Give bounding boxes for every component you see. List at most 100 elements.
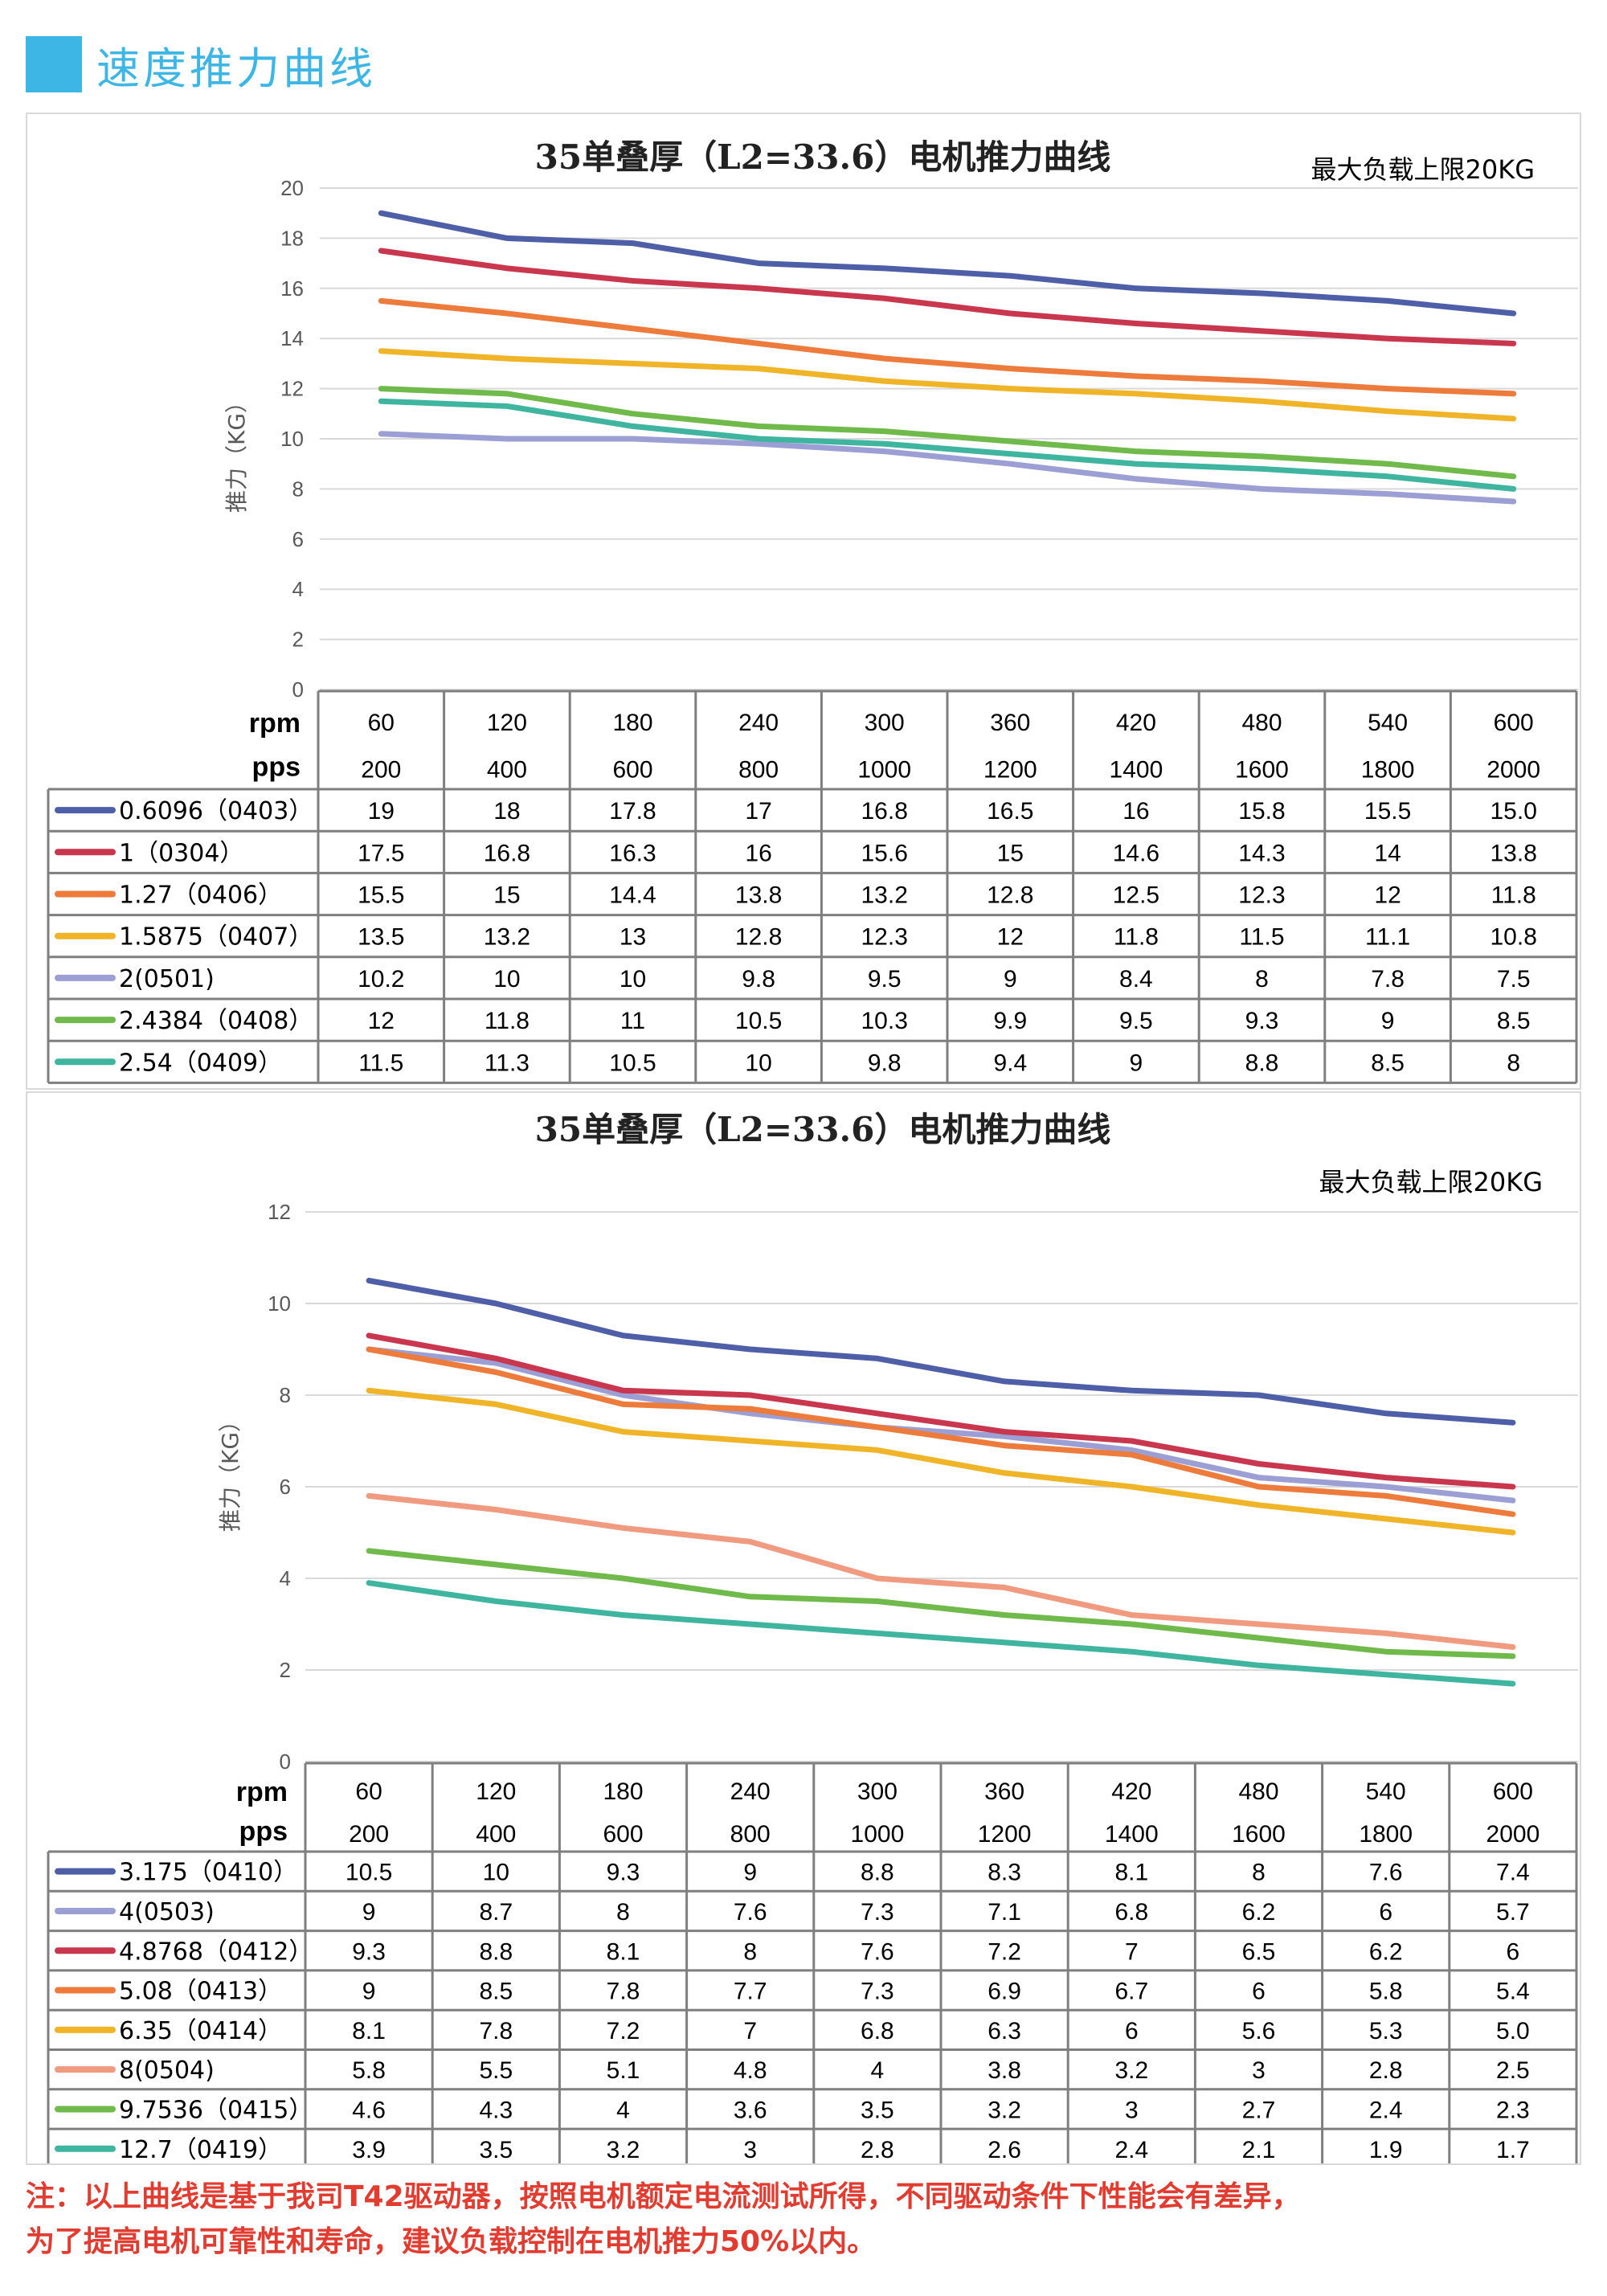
data-label: 8.4 [1119, 966, 1153, 992]
chart-1-svg: 35单叠厚（L2=33.6）电机推力曲线 最大负载上限20KG 0 2 4 6 8 10 12 1… [47, 137, 1578, 1084]
data-label: 12 [368, 1008, 395, 1034]
y-tick-label: 14 [280, 326, 304, 350]
data-label: 5.3 [1369, 2018, 1403, 2044]
x-tick-label-rpm: 420 [1116, 710, 1156, 736]
load-limit-note: 最大负载上限20KG [1311, 154, 1535, 185]
footnote-line-1: 注：以上曲线是基于我司T42驱动器，按照电机额定电流测试所得，不同驱动条件下性能… [26, 2180, 1301, 2213]
y-tick-label: 10 [268, 1291, 291, 1316]
data-label: 16.3 [609, 840, 656, 866]
data-label: 16.8 [484, 840, 530, 866]
data-label: 6.2 [1242, 1899, 1276, 1926]
data-label: 6 [1125, 2018, 1139, 2044]
data-label: 13.2 [484, 924, 530, 951]
x-tick-label-rpm: 240 [730, 1778, 771, 1805]
data-label: 12.8 [987, 882, 1033, 909]
data-label: 15 [997, 840, 1024, 866]
data-label: 6.3 [988, 2018, 1021, 2044]
data-label: 12.3 [861, 924, 908, 951]
data-label: 15.5 [1364, 798, 1411, 825]
data-label: 16.8 [861, 798, 908, 825]
rpm-label: rpm [249, 708, 301, 739]
series-line [366, 1346, 1516, 1504]
data-label: 3 [1252, 2057, 1266, 2084]
series-line [366, 1332, 1516, 1490]
series-line [378, 348, 1517, 422]
y-tick-label: 0 [292, 677, 304, 702]
x-tick-label-pps: 200 [361, 757, 401, 784]
y-tick-label: 10 [280, 427, 304, 451]
data-label: 8 [1507, 1050, 1520, 1076]
x-tick-label-rpm: 420 [1111, 1778, 1151, 1805]
data-label: 14.3 [1238, 840, 1285, 866]
data-label: 6.7 [1114, 1979, 1148, 2005]
data-label: 11.5 [1239, 924, 1284, 951]
x-tick-label-rpm: 360 [984, 1778, 1024, 1805]
data-label: 11.1 [1365, 924, 1410, 951]
data-label: 12.5 [1113, 882, 1159, 909]
section-title: 速度推力曲线 [96, 43, 376, 94]
data-label: 11.8 [485, 1008, 530, 1034]
x-tick-label-pps: 1600 [1232, 1821, 1286, 1848]
data-label: 9.8 [742, 966, 775, 992]
series-line [378, 431, 1517, 505]
data-label: 6.2 [1369, 1938, 1403, 1965]
x-tick-label-pps: 1000 [851, 1821, 905, 1848]
data-label: 3 [1125, 2097, 1139, 2123]
series-line [366, 1387, 1516, 1536]
data-label: 7.6 [861, 1938, 894, 1965]
x-tick-label-pps: 200 [349, 1821, 389, 1848]
data-label: 19 [368, 798, 395, 825]
data-label: 11.8 [1491, 882, 1536, 909]
data-label: 13.5 [358, 924, 404, 951]
data-label: 7.6 [734, 1899, 767, 1926]
data-label: 9.5 [1119, 1008, 1153, 1034]
data-label: 6.8 [1114, 1899, 1148, 1926]
x-tick-label-rpm: 540 [1368, 710, 1408, 736]
series-line [378, 398, 1517, 492]
legend-entry: 4(0503) [119, 1898, 215, 1926]
footnote: 注：以上曲线是基于我司T42驱动器，按照电机额定电流测试所得，不同驱动条件下性能… [26, 2175, 1581, 2265]
data-label: 8 [1252, 1860, 1266, 1886]
data-label: 8.8 [861, 1860, 894, 1886]
chart-title: 35单叠厚（L2=33.6）电机推力曲线 [535, 1110, 1111, 1149]
data-label: 5.6 [1242, 2018, 1276, 2044]
data-label: 2.6 [988, 2137, 1021, 2163]
data-label: 4 [616, 2097, 630, 2123]
data-label: 12.3 [1238, 882, 1285, 909]
pps-label: pps [239, 1816, 288, 1847]
data-label: 10 [493, 966, 520, 992]
data-label: 7 [743, 2018, 757, 2044]
data-label: 8 [1255, 966, 1269, 992]
data-label: 15.6 [861, 840, 908, 866]
legend-entry: 1.27（0406） [119, 882, 282, 910]
y-tick-label: 8 [292, 477, 304, 501]
data-label: 15.8 [1238, 798, 1285, 825]
data-label: 13.2 [861, 882, 908, 909]
x-tick-label-pps: 2000 [1486, 1821, 1540, 1848]
y-tick-label: 20 [280, 176, 304, 200]
pps-label: pps [252, 752, 301, 783]
data-label: 8.7 [479, 1899, 513, 1926]
data-label: 5.1 [607, 2057, 640, 2084]
data-label: 5.8 [1369, 1979, 1403, 2005]
data-label: 6.8 [861, 2018, 894, 2044]
rpm-label: rpm [236, 1777, 288, 1807]
data-label: 12 [1374, 882, 1401, 909]
data-label: 7.2 [607, 2018, 640, 2044]
x-tick-label-pps: 1800 [1359, 1821, 1413, 1848]
data-label: 8.3 [988, 1860, 1021, 1886]
data-label: 4 [871, 2057, 885, 2084]
x-tick-label-rpm: 120 [476, 1778, 516, 1805]
data-label: 13.8 [735, 882, 782, 909]
x-tick-label-pps: 800 [730, 1821, 771, 1848]
x-tick-label-rpm: 300 [857, 1778, 898, 1805]
y-tick-label: 16 [280, 276, 304, 301]
x-tick-label-pps: 1400 [1110, 757, 1163, 784]
data-label: 8.5 [1497, 1008, 1531, 1034]
section-marker [26, 36, 82, 92]
data-label: 11.8 [1114, 924, 1159, 951]
data-label: 2.8 [861, 2137, 894, 2163]
data-label: 10.3 [861, 1008, 908, 1034]
data-label: 5.4 [1496, 1979, 1530, 2005]
